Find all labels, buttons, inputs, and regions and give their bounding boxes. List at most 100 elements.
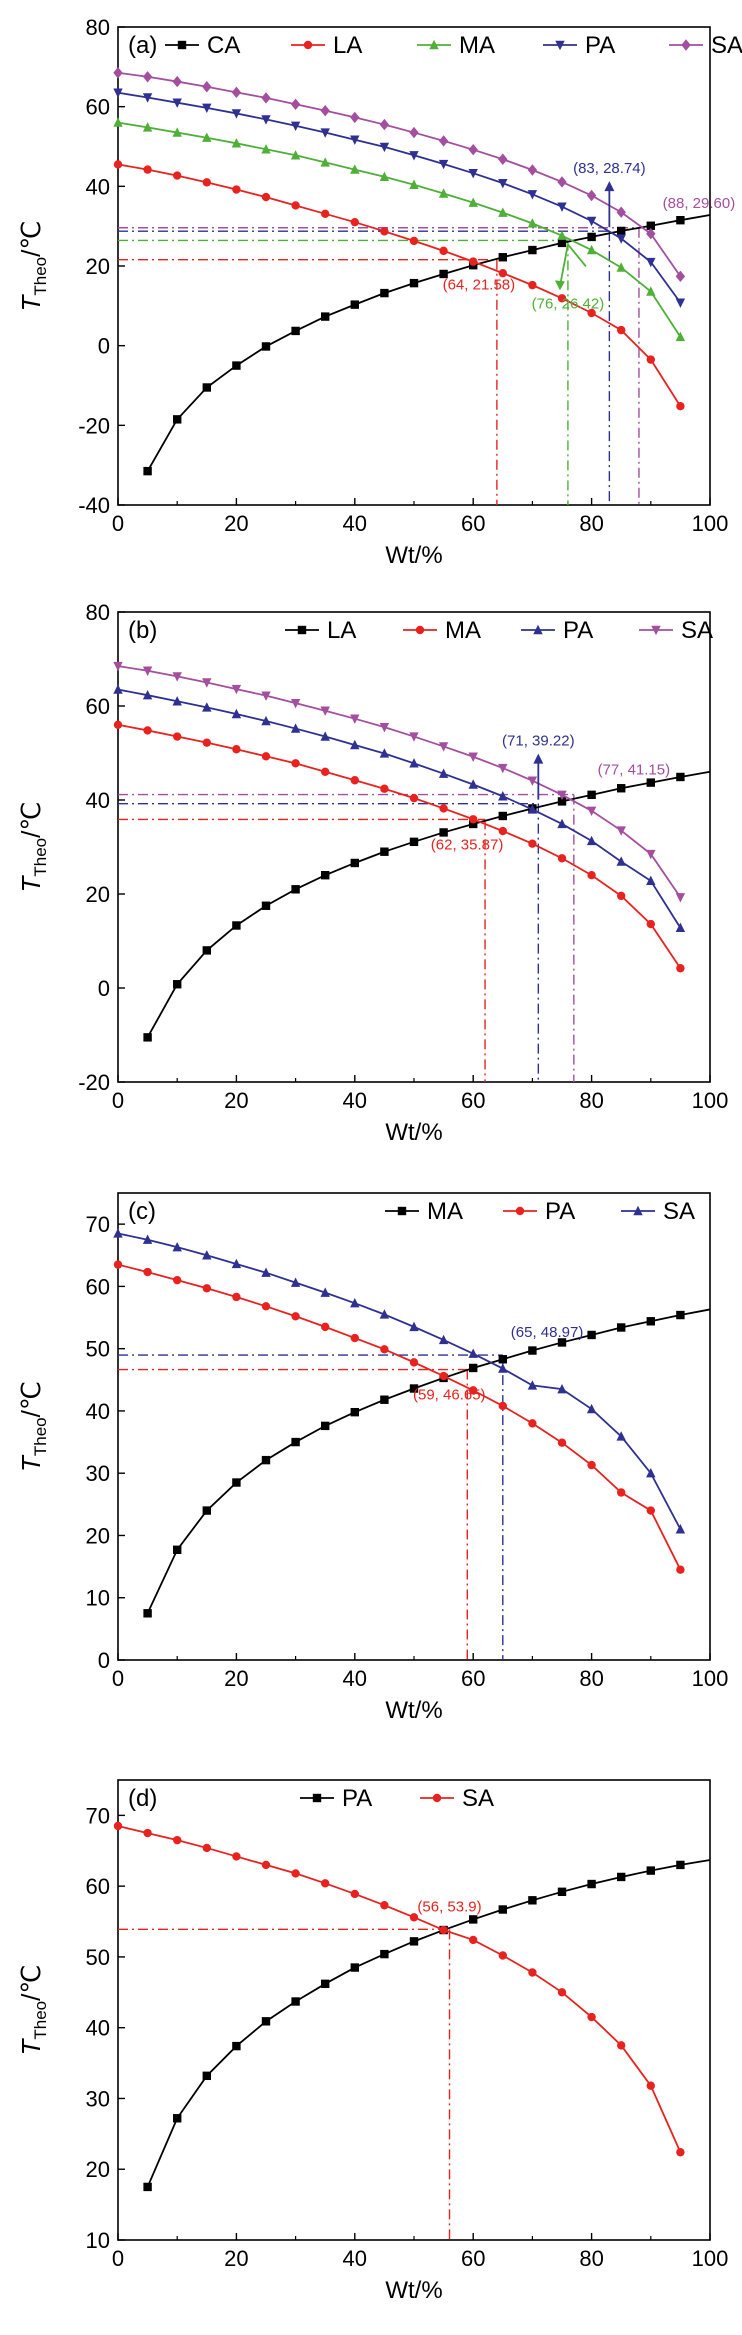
data-point-ca bbox=[439, 269, 448, 279]
data-point-pa bbox=[261, 2017, 271, 2026]
data-point-pa bbox=[528, 1419, 537, 1428]
series-pa bbox=[113, 1260, 685, 1574]
data-point-la bbox=[113, 160, 123, 169]
legend-label-ma: MA bbox=[445, 617, 481, 644]
data-point-ma bbox=[468, 197, 478, 207]
data-point-ma bbox=[409, 179, 419, 189]
data-point-sa bbox=[646, 228, 656, 240]
data-point-sa bbox=[380, 1901, 389, 1910]
data-point-ca bbox=[646, 221, 655, 230]
data-point-ca bbox=[676, 215, 685, 225]
data-point-ma bbox=[380, 784, 389, 793]
series-line-ca bbox=[146, 214, 711, 472]
data-point-ma bbox=[409, 793, 419, 803]
data-point-sa bbox=[142, 1234, 153, 1244]
y-tick-label: 60 bbox=[86, 95, 110, 120]
data-point-pa bbox=[438, 768, 449, 778]
series-ma bbox=[113, 720, 685, 973]
series-pa bbox=[113, 684, 686, 933]
data-point-pa bbox=[646, 1866, 655, 1875]
data-point-ca bbox=[202, 383, 211, 392]
data-point-pa bbox=[172, 98, 182, 108]
data-point-ma bbox=[409, 1384, 419, 1393]
data-point-pa bbox=[113, 1260, 123, 1269]
data-point-ma bbox=[173, 732, 182, 741]
series-sa bbox=[113, 67, 686, 283]
legend-marker-ma bbox=[429, 39, 439, 50]
data-point-ca bbox=[380, 288, 389, 298]
y-axis-label: TTheo/℃ bbox=[16, 1964, 50, 2055]
y-tick-label: -20 bbox=[78, 1070, 110, 1095]
data-point-sa bbox=[379, 722, 390, 733]
legend-label-ma: MA bbox=[427, 1198, 463, 1225]
data-point-la bbox=[291, 201, 300, 210]
data-point-ma bbox=[172, 127, 182, 137]
data-point-pa bbox=[527, 804, 538, 814]
series-line-ma bbox=[117, 723, 682, 969]
data-point-ma bbox=[321, 1421, 330, 1431]
data-point-la bbox=[676, 772, 685, 782]
data-point-la bbox=[321, 871, 330, 880]
data-point-pa bbox=[498, 1401, 507, 1411]
data-point-la bbox=[557, 294, 567, 303]
y-tick-label: 50 bbox=[86, 1945, 110, 1970]
x-tick-label: 80 bbox=[579, 2246, 603, 2271]
data-point-la bbox=[380, 847, 389, 856]
data-point-pa bbox=[231, 109, 242, 119]
data-point-pa bbox=[617, 1872, 626, 1882]
x-axis-label: Wt/% bbox=[385, 542, 442, 569]
data-point-ma bbox=[587, 871, 596, 880]
data-point-pa bbox=[380, 1949, 389, 1959]
data-point-sa bbox=[409, 1321, 419, 1332]
data-point-sa bbox=[617, 2041, 626, 2050]
data-point-sa bbox=[173, 1835, 182, 1845]
data-point-sa bbox=[527, 164, 538, 176]
data-point-sa bbox=[498, 1363, 508, 1373]
series-line-pa bbox=[117, 688, 682, 929]
data-point-ma bbox=[261, 144, 271, 154]
data-point-sa bbox=[261, 1267, 271, 1277]
data-point-pa bbox=[557, 202, 567, 212]
series-ma bbox=[143, 1308, 711, 1618]
annotation-arrowhead bbox=[533, 753, 544, 764]
series-sa bbox=[113, 1821, 685, 2157]
data-point-sa bbox=[172, 75, 182, 88]
data-point-sa bbox=[231, 684, 242, 695]
panel-label: (b) bbox=[128, 617, 157, 644]
data-point-sa bbox=[675, 270, 686, 283]
data-point-ma bbox=[232, 1478, 241, 1487]
x-tick-label: 20 bbox=[224, 2246, 248, 2271]
data-point-sa bbox=[290, 698, 301, 709]
data-point-la bbox=[646, 355, 655, 364]
data-point-sa bbox=[557, 1383, 567, 1394]
annotation-arrowhead bbox=[554, 280, 565, 291]
x-tick-label: 100 bbox=[692, 511, 729, 536]
legend-label-sa: SA bbox=[711, 32, 742, 59]
data-point-sa bbox=[469, 1935, 478, 1945]
data-point-la bbox=[439, 246, 448, 256]
data-point-ma bbox=[350, 1407, 359, 1417]
data-point-pa bbox=[202, 2071, 211, 2081]
y-tick-label: 20 bbox=[86, 1523, 110, 1548]
data-point-pa bbox=[350, 1963, 359, 1972]
y-tick-label: 30 bbox=[86, 1461, 110, 1486]
legend-label-pa: PA bbox=[342, 1785, 372, 1812]
data-point-pa bbox=[528, 1896, 537, 1905]
y-tick-label: -40 bbox=[78, 493, 110, 518]
legend: MA PA SA bbox=[385, 1198, 695, 1225]
y-tick-label: 40 bbox=[86, 2016, 110, 2041]
legend-label-la: LA bbox=[333, 32, 362, 59]
data-point-ma bbox=[676, 1310, 685, 1320]
y-tick-label: 20 bbox=[86, 882, 110, 907]
x-tick-label: 100 bbox=[692, 1666, 729, 1691]
x-tick-label: 60 bbox=[461, 1666, 485, 1691]
data-point-pa bbox=[469, 1915, 478, 1924]
legend-marker-la bbox=[303, 40, 313, 50]
x-tick-label: 0 bbox=[112, 1088, 124, 1113]
data-point-pa bbox=[113, 684, 123, 694]
data-point-ma bbox=[143, 1609, 152, 1618]
data-point-la bbox=[143, 1033, 152, 1042]
legend-label-la: LA bbox=[327, 617, 356, 644]
data-point-pa bbox=[409, 151, 419, 161]
data-point-la bbox=[439, 828, 448, 837]
